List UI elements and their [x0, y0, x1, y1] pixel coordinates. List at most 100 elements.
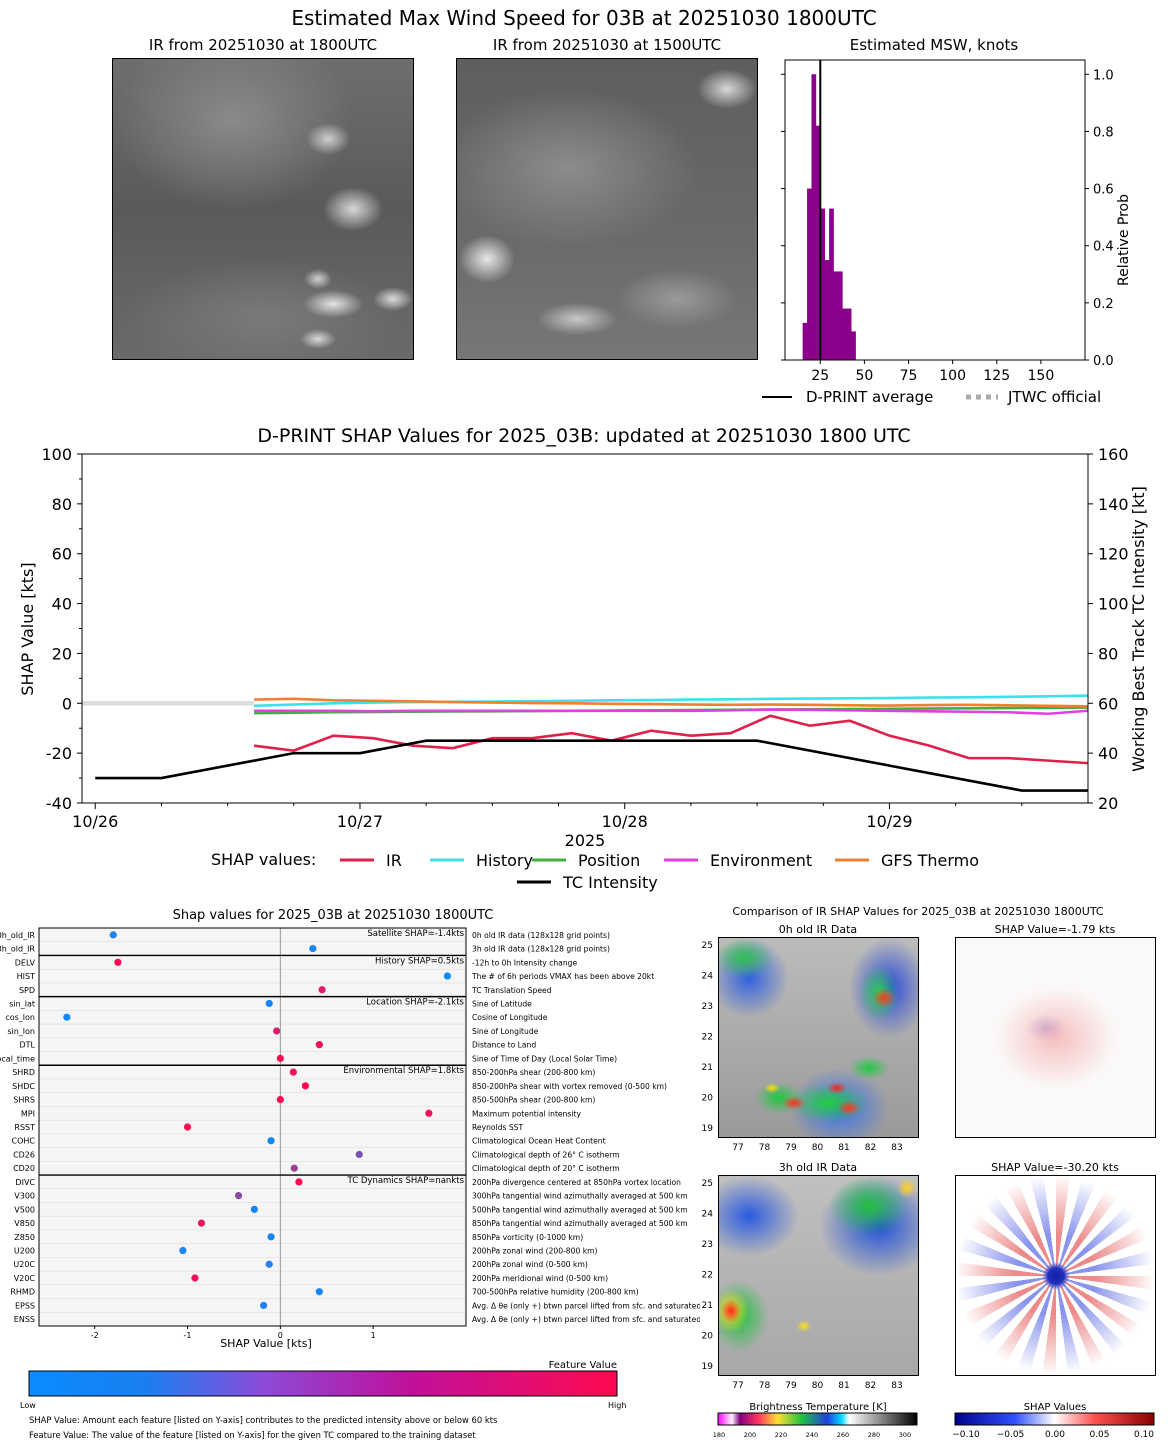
feature-point — [301, 1082, 310, 1090]
feature-point — [63, 1013, 71, 1021]
ir-panel-2-title: IR from 20251030 at 1500UTC — [492, 36, 722, 54]
feature-name: CD20 — [13, 1164, 35, 1173]
shap-3h-title: SHAP Value=-30.20 kts — [991, 1161, 1119, 1174]
ir-compare-axes: 25 24 23 22 21 20 19 77 78 79 80 81 82 83 25 24 23 22 21 20… — [702, 941, 1155, 1440]
hist-bar — [829, 208, 834, 360]
feature-point — [309, 944, 317, 953]
feature-desc: TC Translation Speed — [471, 986, 552, 995]
feature-name: sin_lat — [9, 999, 35, 1008]
hist-bar — [837, 271, 843, 360]
y-tick-label: -40 — [46, 794, 72, 813]
feature-name: MPI — [21, 1109, 35, 1118]
feature-name: COHC — [12, 1137, 36, 1146]
msw-ylabel: Relative Prob — [1116, 194, 1132, 286]
shap-0h-image — [955, 937, 1156, 1138]
y-tick-label: -20 — [46, 744, 72, 763]
y-tick-label: 0.2 — [1093, 297, 1114, 312]
shap-colorbar-label: SHAP Values — [1024, 1402, 1087, 1413]
hist-bar — [811, 74, 817, 361]
ir-3h-title: 3h old IR Data — [778, 1161, 858, 1174]
feature-name: ENSS — [14, 1315, 35, 1324]
legend-dprint-average: D-PRINT average — [806, 388, 933, 406]
feature-desc: 200hPa divergence centered at 850hPa vor… — [472, 1178, 681, 1187]
feature-desc: Sine of Time of Day (Local Solar Time) — [472, 1054, 617, 1063]
feature-name: EPSS — [15, 1301, 35, 1310]
feature-point — [315, 1041, 323, 1049]
lat-tick-label: 24 — [702, 1210, 714, 1220]
feature-value-colorbar — [28, 1370, 618, 1397]
lon-tick-label: 80 — [812, 1143, 824, 1153]
feature-name: V850 — [14, 1219, 35, 1228]
x-tick-label: 150 — [1028, 368, 1055, 384]
y-tick-label: 80 — [52, 495, 72, 514]
y-right-tick-label: 100 — [1098, 595, 1129, 614]
y-tick-label: 0.8 — [1093, 125, 1114, 140]
bt-tick-label: 260 — [837, 1431, 849, 1439]
x-tick-label: -1 — [184, 1331, 192, 1340]
ts-legend-prefix: SHAP values: — [211, 850, 316, 869]
feature-name: U20C — [13, 1260, 35, 1269]
legend-jtwc-official: JTWC official — [1007, 388, 1101, 406]
feature-desc: The # of 6h periods VMAX has been above … — [471, 972, 654, 981]
series-environment — [254, 708, 1089, 716]
lon-tick-label: 79 — [785, 1143, 797, 1153]
hist-bar — [842, 308, 848, 360]
feature-point — [267, 1233, 275, 1241]
msw-histogram-chart: Estimated MSW, knots 25 50 75 100 125 150 0.0 0… — [762, 36, 1132, 406]
shap-colorbar — [954, 1412, 1155, 1426]
msw-plot-frame — [784, 59, 1086, 361]
feature-point — [260, 1301, 268, 1310]
group-label: Satellite SHAP=-1.4kts — [367, 929, 464, 939]
feature-desc: Avg. Δ θe (only +) btwn parcel lifted fr… — [472, 1301, 700, 1310]
feature-desc: 700-500hPa relative humidity (200-800 km… — [472, 1288, 639, 1297]
lon-tick-label: 78 — [759, 1143, 771, 1153]
lon-tick-label: 79 — [785, 1381, 797, 1391]
shap-timeseries-chart: -40 -20 0 20 40 60 80 100 20 40 60 80 100 120 140 160 10… — [18, 445, 1148, 892]
x-tick-label: 10/28 — [602, 812, 648, 831]
ts-ylabel-left: SHAP Value [kts] — [18, 562, 37, 695]
main-title: Estimated Max Wind Speed for 03B at 2025… — [291, 6, 877, 30]
shap-3h-image — [955, 1175, 1156, 1376]
ts-plot-frame — [81, 453, 1089, 804]
shap-timeseries-title: D-PRINT SHAP Values for 2025_03B: update… — [257, 425, 911, 447]
feature-point — [276, 1054, 284, 1062]
ir-3h-image — [718, 1175, 919, 1376]
y-right-tick-label: 60 — [1098, 694, 1118, 713]
feature-name: V500 — [14, 1205, 35, 1214]
y-right-tick-label: 120 — [1098, 545, 1129, 564]
ts-xlabel: 2025 — [565, 831, 606, 850]
feature-shap-xlabel: SHAP Value [kts] — [220, 1337, 312, 1350]
lat-tick-label: 25 — [702, 1179, 713, 1189]
hist-bar — [802, 322, 808, 360]
colorbar-low: Low — [20, 1401, 36, 1410]
feature-desc: -12h to 0h Intensity change — [472, 958, 577, 967]
x-tick-label: 10/26 — [72, 812, 118, 831]
feature-name: SHRD — [12, 1068, 35, 1077]
shap-tick-label: −0.10 — [952, 1430, 980, 1440]
feature-point — [191, 1274, 199, 1282]
lat-tick-label: 24 — [702, 972, 714, 982]
hist-bar — [824, 260, 830, 360]
legend-label: IR — [386, 851, 402, 870]
feature-point — [179, 1246, 187, 1255]
shap-0h-title: SHAP Value=-1.79 kts — [994, 923, 1116, 936]
series-ir — [253, 714, 1089, 765]
feature-name: 3h_old_IR — [0, 945, 35, 954]
bt-tick-label: 300 — [899, 1431, 911, 1439]
lat-tick-label: 25 — [702, 941, 713, 951]
feature-point — [276, 1095, 284, 1104]
group-label: History SHAP=0.5kts — [375, 956, 465, 966]
feature-point — [290, 1164, 298, 1172]
legend-label: GFS Thermo — [881, 851, 979, 870]
ir-panel-1-title: IR from 20251030 at 1800UTC — [148, 36, 378, 54]
group-label: Environmental SHAP=1.8kts — [343, 1066, 464, 1076]
ir-0h-image — [718, 937, 919, 1138]
zero-band — [82, 701, 255, 706]
lon-tick-label: 77 — [732, 1381, 743, 1391]
lat-tick-label: 20 — [702, 1332, 714, 1342]
feature-desc: Climatological depth of 20° C isotherm — [472, 1164, 620, 1173]
feature-desc: Distance to Land — [472, 1041, 536, 1050]
y-tick-label: 0.6 — [1093, 183, 1114, 198]
lon-tick-label: 81 — [838, 1143, 849, 1153]
x-tick-label: 125 — [983, 368, 1010, 384]
